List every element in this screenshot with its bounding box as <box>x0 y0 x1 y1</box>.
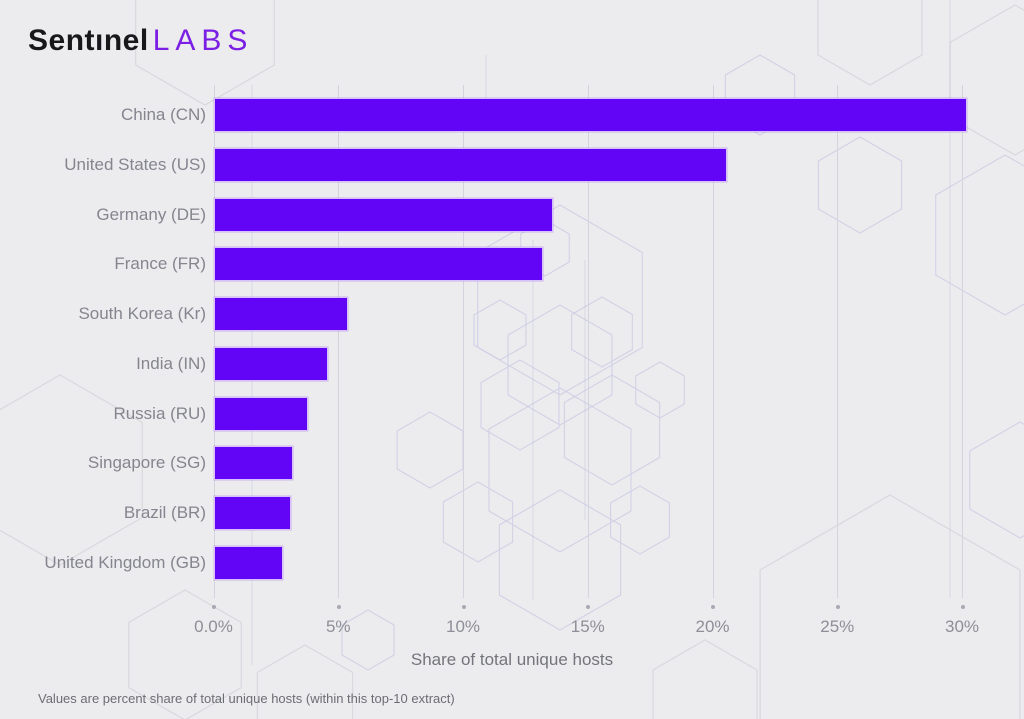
bar <box>213 197 553 232</box>
category-label: Russia (RU) <box>113 403 206 423</box>
x-tick-label: 10% <box>445 617 481 636</box>
gridline-15pct <box>587 85 589 598</box>
sentinellabs-logo: Sentınel LABS <box>28 24 253 58</box>
tick-dot <box>586 605 591 609</box>
bar <box>213 396 309 431</box>
category-label: India (IN) <box>136 353 206 373</box>
logo-sentinel-text: Sentınel <box>28 24 149 57</box>
gridline-10pct <box>463 85 464 598</box>
x-tick-label: 20% <box>695 617 730 636</box>
logo-labs-text: LABS <box>152 24 254 57</box>
category-label: South Korea (Kr) <box>78 304 206 323</box>
category-label: Germany (DE) <box>96 204 206 224</box>
gridline-30pct <box>962 85 963 598</box>
tick-dot <box>212 605 216 609</box>
bar <box>213 247 543 282</box>
x-axis-label: Share of total unique hosts <box>410 650 614 669</box>
category-label: Brazil (BR) <box>123 503 206 522</box>
category-label: Singapore (SG) <box>87 453 206 473</box>
tick-dot <box>461 605 466 609</box>
tick-dot <box>336 605 341 609</box>
chart-footnote: Values are percent share of total unique… <box>38 691 455 706</box>
category-label: China (CN) <box>120 105 206 124</box>
x-tick-label: 5% <box>325 617 351 636</box>
category-label: United Kingdom (GB) <box>44 552 206 572</box>
bar <box>213 98 967 132</box>
gridline-20pct <box>712 85 714 598</box>
bar <box>213 496 291 530</box>
x-tick-label: 0.0% <box>194 617 233 636</box>
category-label: France (FR) <box>114 254 206 274</box>
gridline-0pct <box>213 85 215 598</box>
x-tick-label: 30% <box>944 617 980 636</box>
tick-dot <box>835 605 840 609</box>
x-tick-label: 25% <box>820 617 855 636</box>
gridline-25pct <box>837 85 839 598</box>
bar <box>213 297 349 331</box>
tick-dot <box>711 605 715 609</box>
tick-dot <box>960 605 965 609</box>
x-tick-label: 15% <box>570 617 605 636</box>
gridline-5pct <box>338 85 340 598</box>
category-label: United States (US) <box>64 154 206 174</box>
bar <box>213 446 294 481</box>
bar <box>213 545 284 580</box>
bar <box>213 147 728 182</box>
bar <box>213 346 329 381</box>
